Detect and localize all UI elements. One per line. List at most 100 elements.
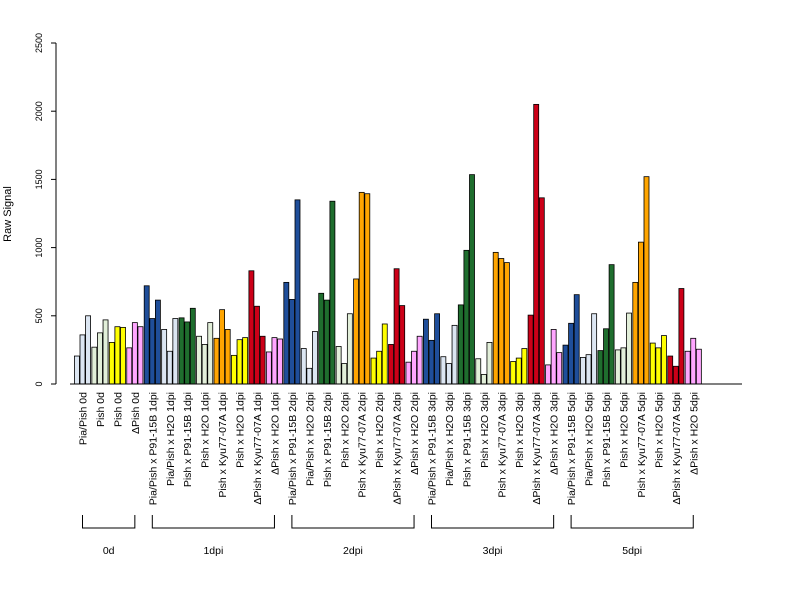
- bar: [620, 347, 627, 385]
- x-tick-label: Pia/Pish x P91-15B 5dpi: [566, 392, 578, 505]
- bar: [74, 355, 80, 385]
- bar: [102, 319, 109, 385]
- bar: [131, 322, 138, 385]
- x-tick-label: Pish x P91-15B 1dpi: [182, 392, 194, 487]
- bar: [446, 363, 452, 385]
- bar: [224, 329, 231, 385]
- x-tick-label: Pia/Pish 0d: [78, 392, 90, 445]
- bar: [120, 326, 126, 385]
- x-tick-label: ΔPish x Kyu77-07A 2dpi: [392, 392, 404, 505]
- group-bracket: [82, 515, 136, 529]
- bar: [161, 329, 168, 385]
- bar: [667, 355, 674, 385]
- group-brackets: 0d 1dpi 2dpi 3dpi 5dpi: [82, 515, 694, 557]
- bar: [440, 356, 447, 385]
- y-tick-label: 2500: [34, 33, 44, 53]
- bar: [219, 309, 226, 385]
- bar: [329, 200, 336, 385]
- bar: [411, 350, 417, 385]
- bar: [556, 352, 563, 385]
- group-label: 1dpi: [203, 545, 223, 557]
- bar: [405, 361, 412, 385]
- group-bracket: [431, 515, 555, 529]
- group-label: 0d: [103, 545, 115, 557]
- bar: [178, 317, 185, 385]
- bar: [678, 288, 685, 385]
- bar: [521, 348, 528, 385]
- bar: [189, 307, 196, 385]
- x-tick-label: Pish 0d: [95, 392, 107, 427]
- bar: [271, 337, 278, 385]
- y-tick-label: 500: [34, 308, 44, 323]
- bar: [318, 292, 325, 385]
- bar: [172, 318, 179, 385]
- bar: [503, 262, 510, 385]
- x-tick-label: Pish x H2O 3dpi: [479, 392, 491, 468]
- bar: [236, 339, 243, 385]
- bar: [515, 357, 522, 385]
- bar: [475, 358, 482, 385]
- bar: [376, 350, 383, 385]
- x-tick-label: Pish 0d: [112, 392, 124, 427]
- x-tick-label: Pia/Pish x P91-15B 1dpi: [147, 392, 159, 505]
- group-bracket: [291, 515, 415, 529]
- bar: [626, 312, 632, 385]
- x-tick-label: Pish x Kyu77-07A 1dpi: [217, 392, 229, 498]
- bar: [358, 191, 365, 385]
- bar: [695, 348, 702, 385]
- bar: [166, 350, 173, 385]
- x-tick-label: Pish x H2O 1dpi: [200, 392, 212, 468]
- bar: [149, 318, 156, 385]
- bar: [597, 350, 604, 385]
- bar: [341, 363, 348, 385]
- bar: [538, 197, 545, 385]
- bar: [388, 344, 394, 385]
- x-tick-label: ΔPish x H2O 5dpi: [688, 392, 700, 475]
- bar: [91, 346, 98, 385]
- bar: [242, 337, 249, 385]
- bar: [480, 374, 487, 385]
- bar: [154, 299, 161, 385]
- bar: [649, 342, 656, 385]
- bar: [422, 318, 429, 385]
- bar: [527, 314, 534, 385]
- y-axis-label: Raw Signal: [2, 186, 14, 242]
- bar: [684, 350, 691, 385]
- bar: [614, 349, 621, 385]
- bar: [97, 332, 103, 385]
- bar: [608, 264, 615, 385]
- x-tick-label: Pish x Kyu77-07A 2dpi: [357, 392, 369, 498]
- bar: [568, 322, 574, 385]
- bars: [74, 103, 702, 385]
- bar: [672, 365, 679, 385]
- bar: [143, 285, 150, 385]
- bar: [254, 305, 260, 385]
- y-tick-label: 0: [34, 381, 44, 386]
- x-tick-label: Pia/Pish x P91-15B 2dpi: [287, 392, 299, 505]
- bar: [486, 341, 493, 385]
- bar: [573, 294, 580, 385]
- group-bracket: [151, 515, 275, 529]
- group-bracket: [570, 515, 694, 529]
- bar: [300, 348, 307, 385]
- x-tick-label: Pish x P91-15B 5dpi: [601, 392, 613, 487]
- x-tick-label: Pia/Pish x P91-15B 3dpi: [427, 392, 439, 505]
- bar: [370, 357, 377, 385]
- bar: [603, 328, 609, 385]
- bar: [562, 344, 569, 385]
- category-labels: Pia/Pish 0d Pish 0d Pish 0d ΔPish 0d Pia/Pis…: [78, 392, 701, 505]
- bar: [184, 321, 191, 385]
- group-label: 3dpi: [483, 545, 503, 557]
- bar: [288, 299, 295, 385]
- x-tick-label: ΔPish x Kyu77-07A 3dpi: [531, 392, 543, 505]
- bar: [434, 313, 441, 385]
- bar: [294, 199, 301, 385]
- bar: [312, 331, 318, 385]
- x-tick-label: Pia/Pish x H2O 5dpi: [584, 392, 596, 486]
- group-label: 5dpi: [622, 545, 642, 557]
- bar: [451, 324, 458, 385]
- bar: [690, 337, 697, 385]
- bar: [346, 313, 353, 385]
- bar: [643, 176, 650, 385]
- bar: [364, 193, 371, 385]
